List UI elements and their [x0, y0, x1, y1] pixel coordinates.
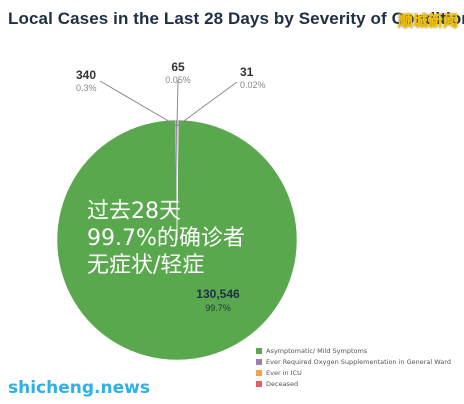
watermark-top: 顺城新闻	[397, 12, 458, 30]
legend-item: Ever Required Oxygen Supplementation in …	[256, 356, 451, 367]
slice-value-label: 31	[240, 65, 254, 79]
slice-percent-label: 0.3%	[76, 83, 97, 93]
legend-swatch	[256, 358, 262, 365]
legend-label: Deceased	[266, 379, 299, 388]
slice-percent-label: 0.05%	[165, 75, 191, 85]
slice-percent-label: 0.02%	[240, 80, 266, 90]
overlay-caption: 过去28天 99.7%的确诊者 无症状/轻症	[87, 198, 245, 279]
legend-item: Asymptomatic/ Mild Symptoms	[256, 345, 451, 356]
overlay-line: 过去28天	[87, 199, 181, 224]
leader-line	[176, 81, 238, 127]
legend-item: Deceased	[256, 378, 451, 389]
slice-value-label: 65	[171, 60, 185, 74]
leader-line	[176, 79, 179, 127]
overlay-line: 无症状/轻症	[87, 253, 205, 278]
legend-label: Ever Required Oxygen Supplementation in …	[266, 357, 451, 366]
legend-swatch	[256, 369, 262, 376]
legend-swatch	[256, 347, 262, 354]
leader-line	[99, 80, 178, 127]
slice-value-label: 340	[76, 68, 96, 82]
legend-label: Ever in ICU	[266, 368, 302, 377]
pie-slice	[176, 119, 179, 241]
slice-value-label: 130,546	[196, 287, 240, 301]
slice-percent-label: 99.7%	[205, 303, 231, 313]
watermark-bottom: shicheng.news	[8, 378, 150, 398]
legend: Asymptomatic/ Mild Symptoms Ever Require…	[256, 345, 451, 389]
legend-label: Asymptomatic/ Mild Symptoms	[266, 346, 368, 355]
legend-swatch	[256, 380, 262, 387]
chart-title: Local Cases in the Last 28 Days by Sever…	[8, 9, 464, 28]
overlay-line: 99.7%的确诊者	[87, 226, 245, 251]
pie-slice	[56, 119, 298, 361]
legend-item: Ever in ICU	[256, 367, 451, 378]
